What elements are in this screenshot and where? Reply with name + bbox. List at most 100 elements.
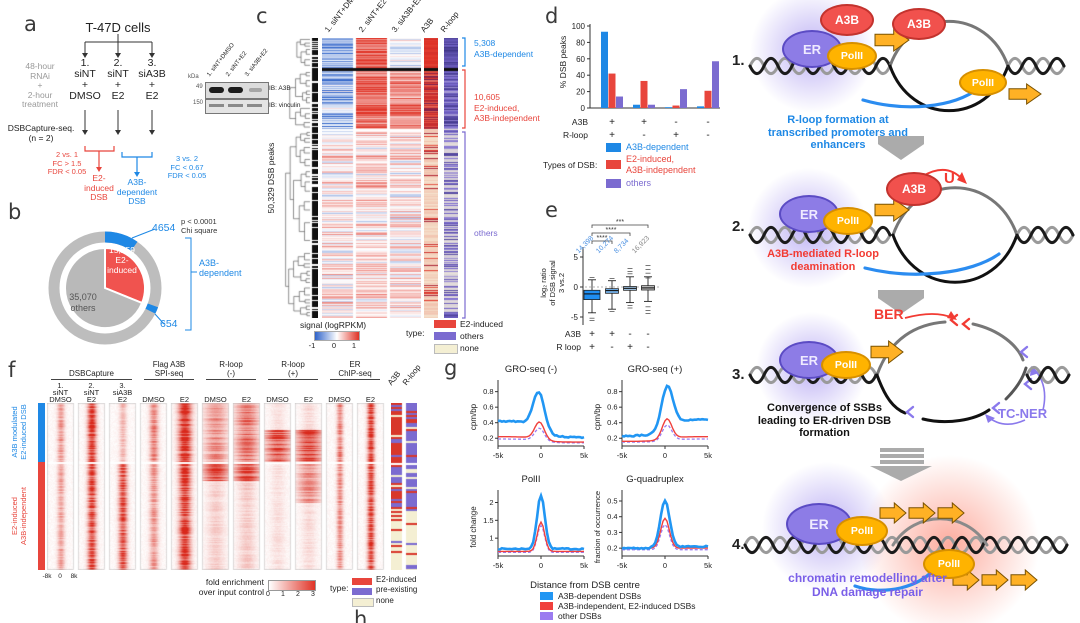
type-swatch-none (434, 344, 458, 354)
svg-text:0: 0 (663, 561, 667, 570)
svg-text:5k: 5k (580, 561, 588, 570)
f-type-swatch-none (352, 598, 374, 607)
f-enrich-colorbar (268, 580, 316, 591)
d-legend-label-red: E2-induced, A3B-independent (626, 154, 696, 175)
dsb-peaks-bar-chart: 0 20 40 60 80 100 A3B R-loop + + + - - + - - (563, 22, 720, 141)
svg-text:0.2: 0.2 (483, 434, 493, 443)
svg-text:-: - (706, 130, 709, 141)
f-enrich-tick-2: 2 (296, 591, 300, 598)
f-enrich-tick-0: 0 (266, 591, 270, 598)
type-swatch-others (434, 332, 456, 340)
polii-protein: PolII (836, 516, 888, 546)
a3b-protein-on-rloop: A3B (892, 8, 946, 40)
signal-tick-0: 0 (331, 341, 337, 350)
svg-text:-: - (706, 117, 709, 128)
condition-2: 2. siNT + E2 (107, 57, 129, 102)
svg-text:+: + (609, 329, 615, 340)
f-col-treatment: DMSO (49, 395, 72, 404)
svg-text:+: + (641, 117, 647, 128)
svg-text:5: 5 (574, 253, 579, 262)
signal-colorbar (314, 331, 360, 341)
svg-text:0: 0 (581, 104, 586, 113)
d-legend-swatch-purple (606, 179, 621, 188)
svg-text:A3B: A3B (565, 329, 581, 339)
svg-text:100: 100 (572, 22, 586, 31)
g-title-polii: PolII (521, 474, 541, 485)
blot-band (249, 88, 262, 92)
g-plot-groseq-plus: 0.2 0.4 0.6 0.8 -5k 0 5k (607, 380, 712, 460)
rloop-annotation-column (444, 38, 458, 318)
panel-d-label: d (545, 4, 559, 28)
type-label-e2: E2-induced (460, 319, 504, 329)
f-col-sirna: siNT (83, 388, 100, 397)
f-group-title: DSBCapture (69, 369, 114, 378)
step4-caption: chromatin remodelling after DNA damage r… (788, 571, 947, 599)
svg-text:0.5: 0.5 (607, 497, 617, 506)
schematic-step4-art (743, 501, 1069, 592)
heatmap-col-label-a3b: A3B (418, 16, 436, 34)
f-group-underline (144, 379, 194, 380)
blue-comparison: 3 vs. 2 FC < 0.67 FDR < 0.05 (167, 154, 207, 180)
blot-box-vinculin (205, 99, 269, 114)
svg-text:0.6: 0.6 (483, 403, 493, 412)
panel-c-label: c (256, 4, 268, 28)
svg-text:40: 40 (576, 71, 585, 80)
blot-band (209, 104, 224, 107)
f-enrich-tick-3: 3 (311, 591, 315, 598)
step4-number: 4. (732, 536, 745, 553)
f-ann-label-a3b: A3B (385, 369, 403, 387)
f-col-sirna: siNT (52, 388, 69, 397)
a3b-protein: A3B (820, 4, 874, 36)
panel-g-label: g (444, 356, 458, 380)
polii-protein-2: PolII (923, 549, 975, 579)
svg-text:1: 1 (489, 534, 493, 543)
f-enrichment-heatmap (47, 403, 385, 570)
d-legend-label-purple: others (626, 178, 652, 188)
f-group-underline (330, 379, 380, 380)
blot-band (247, 104, 262, 107)
svg-text:0.8: 0.8 (607, 387, 617, 396)
blot-marker-49: 49 (196, 84, 203, 90)
panel-a-title: T-47D cells (85, 20, 151, 35)
g-legend-label-blue: A3B-dependent DSBs (558, 591, 642, 601)
d-legend-title: Types of DSB: (543, 160, 598, 170)
blot-ib-a3b: IB: A3B (269, 85, 291, 92)
condition-3: 3. siA3B + E2 (138, 57, 166, 102)
svg-text:0.4: 0.4 (607, 512, 617, 521)
donut-red-slice-label: 15,259 E2- induced (107, 245, 137, 275)
svg-text:-: - (642, 130, 645, 141)
svg-text:80: 80 (576, 38, 585, 47)
polii-protein: PolII (823, 207, 873, 235)
svg-text:+: + (609, 130, 615, 141)
panel-a-label: a (24, 12, 37, 36)
f-group-underline (268, 379, 318, 380)
signal-tick-1: 1 (351, 341, 357, 350)
svg-text:-5k: -5k (493, 561, 504, 570)
svg-text:-5k: -5k (617, 561, 628, 570)
svg-text:0.2: 0.2 (607, 434, 617, 443)
f-type-label-e2: E2-induced (376, 575, 417, 584)
f-col-treatment: DMSO (328, 395, 351, 404)
f-type-swatch-pre (352, 588, 372, 595)
donut-bracket-label: A3B-dependent (199, 258, 242, 278)
f-group-title: ER ChIP-seq (338, 360, 372, 378)
step3-number: 3. (732, 366, 745, 383)
red-result: E2- induced DSB (84, 173, 114, 202)
svg-text:****: **** (606, 227, 617, 234)
treatment-note: 48-hour RNAi + 2-hour treatment (22, 61, 58, 109)
g-legend-label-red: A3B-independent, E2-induced DSBs (558, 601, 696, 611)
tcner-label: TC-NER (998, 406, 1048, 421)
f-group-underline (206, 379, 256, 380)
svg-text:-: - (646, 329, 649, 340)
g-legend-swatch-red (540, 602, 553, 610)
panel-b-label: b (8, 200, 22, 224)
svg-text:20: 20 (576, 88, 585, 97)
svg-text:0.3: 0.3 (607, 528, 617, 537)
polii-protein: PolII (821, 351, 871, 379)
blot-lane-3: 3. siA3B+E2 (244, 48, 270, 78)
blot-box-a3b (205, 82, 269, 99)
panel-e-label: e (545, 198, 558, 222)
svg-text:R loop: R loop (556, 342, 581, 352)
f-group-title: R-loop (-) (219, 360, 243, 378)
panel-h-partial-label: h (354, 607, 368, 623)
